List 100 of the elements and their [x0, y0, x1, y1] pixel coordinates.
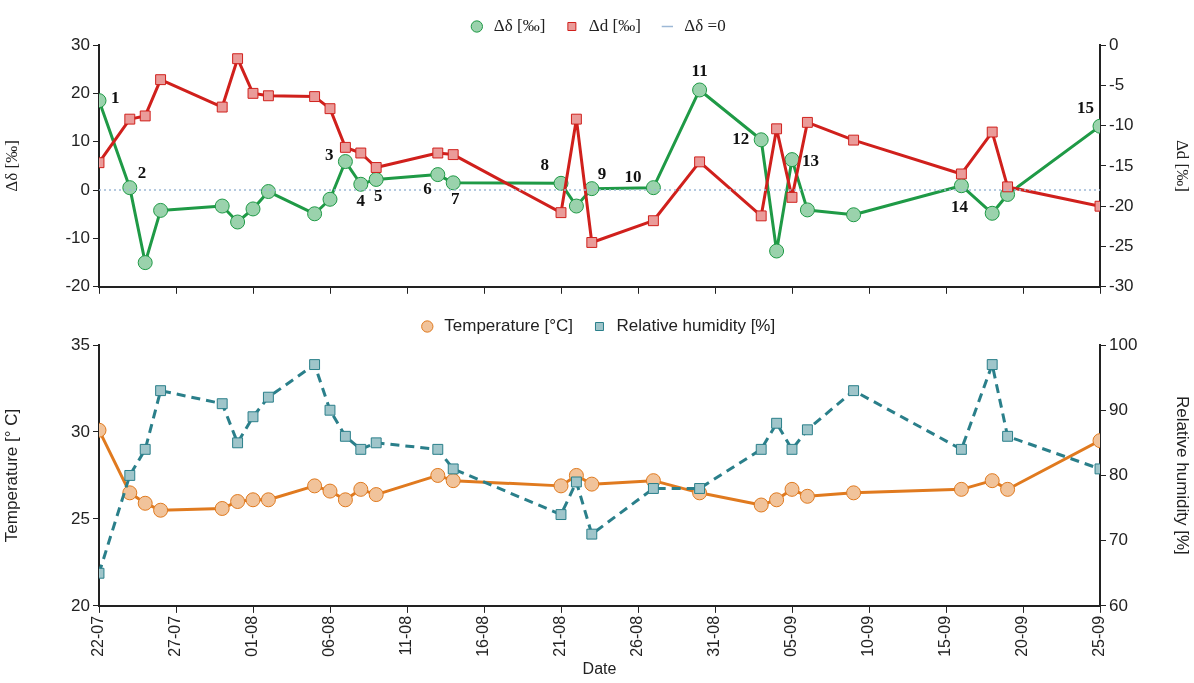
- x-tick-label: 06-08: [320, 615, 338, 657]
- point: [139, 443, 151, 455]
- point: [986, 126, 998, 138]
- point: [694, 156, 706, 168]
- point: [1002, 430, 1014, 442]
- point: [555, 509, 567, 521]
- annotation: 14: [950, 197, 969, 217]
- y2-tick-label: -5: [1109, 74, 1125, 94]
- point: [1002, 181, 1014, 193]
- y-tick-label: 30: [71, 34, 90, 54]
- point: [799, 488, 815, 504]
- legend-label: Δδ =0: [684, 15, 726, 35]
- point: [430, 467, 446, 483]
- annotation: 15: [1077, 97, 1094, 117]
- y2-tick-label: 60: [1109, 595, 1128, 615]
- point: [694, 483, 706, 494]
- point: [769, 492, 785, 508]
- point: [753, 497, 769, 513]
- point: [769, 243, 785, 259]
- point: [430, 167, 446, 183]
- point: [568, 198, 584, 214]
- y2-tick-label: -20: [1109, 195, 1134, 215]
- annotation: 13: [802, 151, 819, 170]
- point: [307, 478, 323, 494]
- annotation: 9: [597, 164, 607, 184]
- point: [214, 500, 230, 516]
- y-tick-label: 10: [71, 131, 90, 151]
- point: [584, 476, 600, 492]
- point: [953, 481, 969, 497]
- point: [786, 191, 798, 203]
- point: [322, 191, 338, 207]
- point: [322, 483, 338, 499]
- point: [647, 483, 659, 494]
- y2-tick-label: 100: [1109, 334, 1138, 354]
- point: [799, 202, 815, 218]
- point: [139, 110, 151, 122]
- x-tick-label: 27-07: [166, 615, 184, 657]
- point: [801, 116, 813, 128]
- point: [124, 469, 136, 481]
- x-tick-label: 25-09: [1090, 615, 1108, 657]
- point: [339, 430, 351, 442]
- point: [432, 147, 444, 159]
- point: [755, 210, 767, 222]
- point: [122, 180, 138, 196]
- x-tick-label: 22-07: [89, 615, 107, 657]
- y-tick-label: 20: [71, 83, 90, 103]
- point: [216, 398, 228, 410]
- y2-axis-title: Δd [‰]: [1173, 139, 1193, 192]
- x-tick-label: 21-08: [551, 615, 569, 657]
- x-tick-label: 10-09: [859, 615, 877, 657]
- y2-tick-label: 0: [1109, 34, 1119, 54]
- point: [570, 476, 582, 488]
- y2-tick-label: 90: [1109, 399, 1128, 419]
- point: [645, 180, 661, 196]
- point: [153, 502, 169, 518]
- point: [307, 206, 323, 222]
- x-tick-label: 05-09: [782, 615, 800, 657]
- point: [801, 424, 813, 436]
- point: [848, 385, 860, 397]
- point: [262, 391, 274, 403]
- point: [245, 201, 261, 217]
- annotation: 2: [137, 163, 147, 183]
- point: [260, 184, 276, 200]
- y-axis-title: Temperature [° C]: [1, 408, 21, 543]
- point: [370, 162, 382, 173]
- point: [570, 113, 582, 125]
- point: [262, 90, 274, 102]
- annotation: 3: [324, 144, 334, 164]
- x-tick-label: 16-08: [474, 615, 492, 657]
- point: [247, 411, 259, 423]
- point: [692, 82, 708, 98]
- y-tick-label: 0: [80, 179, 90, 199]
- point: [955, 168, 967, 180]
- point: [353, 176, 369, 192]
- y2-tick-label: -30: [1109, 276, 1134, 296]
- point: [309, 359, 321, 371]
- point: [432, 443, 444, 455]
- point: [337, 154, 353, 170]
- point: [337, 492, 353, 508]
- point: [124, 113, 136, 125]
- point: [755, 443, 767, 455]
- x-axis-title: Date: [582, 659, 617, 677]
- point: [247, 87, 259, 99]
- y-tick-label: 30: [71, 421, 90, 441]
- x-tick-label: 11-08: [397, 615, 415, 656]
- x-tick-label: 15-09: [936, 615, 954, 657]
- point: [137, 255, 153, 271]
- point: [553, 478, 569, 494]
- point: [355, 147, 367, 159]
- y-tick-label: -10: [65, 228, 90, 248]
- annotation: 7: [450, 189, 460, 209]
- point: [848, 134, 860, 146]
- point: [155, 74, 167, 86]
- point: [784, 481, 800, 497]
- point: [324, 404, 336, 416]
- point: [216, 101, 228, 113]
- point: [324, 103, 336, 115]
- point: [1000, 481, 1016, 497]
- point: [339, 141, 351, 153]
- point: [232, 437, 244, 449]
